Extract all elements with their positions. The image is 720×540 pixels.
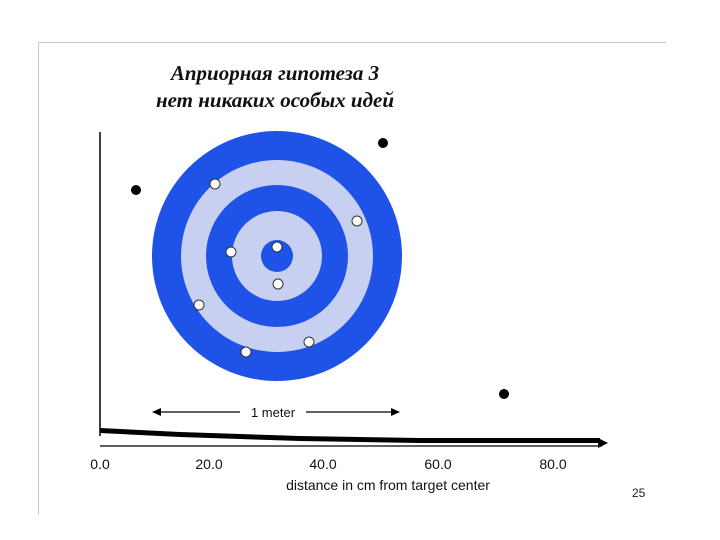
hit-point: [193, 299, 205, 311]
scale-bar-label: 1 meter: [251, 405, 296, 420]
hit-point: [271, 241, 283, 253]
hit-point: [303, 336, 315, 348]
miss-point: [378, 138, 388, 148]
miss-point: [131, 185, 141, 195]
hit-point: [209, 178, 221, 190]
target-bullseye: [261, 240, 293, 272]
target-misses: [131, 138, 509, 399]
scale-bar: 1 meter: [152, 405, 400, 420]
tick-label: 60.0: [424, 456, 451, 472]
tick-label: 0.0: [90, 456, 110, 472]
miss-point: [499, 389, 509, 399]
title-line-1: Априорная гипотеза 3: [170, 61, 380, 85]
hit-point: [351, 215, 363, 227]
tick-label: 20.0: [195, 456, 222, 472]
hit-point: [225, 246, 237, 258]
tick-label: 40.0: [309, 456, 336, 472]
scale-bar-left-arrow-icon: [152, 408, 161, 416]
distribution-curve: [100, 428, 600, 443]
hit-point: [240, 346, 252, 358]
slide-frame-top: [38, 42, 666, 43]
page-number: 25: [632, 486, 646, 500]
tick-label: 80.0: [539, 456, 566, 472]
title-line-2: нет никаких особых идей: [155, 88, 394, 112]
axis-title: distance in cm from target center: [286, 477, 490, 493]
axis-arrow-icon: [598, 438, 608, 448]
target: [152, 131, 402, 381]
hit-point: [272, 278, 284, 290]
scale-bar-right-arrow-icon: [391, 408, 400, 416]
axis-tick-labels: 0.0 20.0 40.0 60.0 80.0: [90, 456, 567, 472]
slide-title: Априорная гипотеза 3 нет никаких особых …: [120, 60, 430, 114]
slide-frame-left: [38, 42, 39, 514]
target-hits: [193, 178, 363, 358]
